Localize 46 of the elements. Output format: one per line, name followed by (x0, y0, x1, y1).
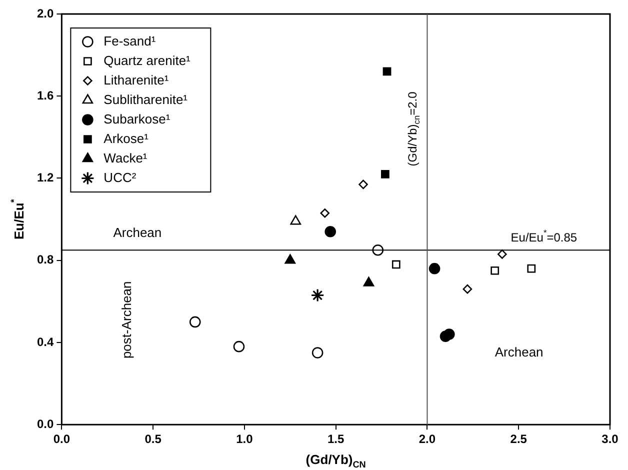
legend-label: Subarkose¹ (104, 111, 171, 126)
point (527, 264, 536, 273)
legend-label: UCC² (104, 170, 137, 185)
annotation: post-Archean (119, 281, 134, 359)
point (381, 170, 390, 178)
y-tick-label: 1.6 (36, 88, 54, 102)
legend-label: Sublitharenite¹ (104, 92, 188, 107)
point (358, 180, 368, 190)
x-tick-label: 2.0 (418, 432, 436, 446)
x-tick-label: 3.0 (602, 432, 619, 446)
annotation: Archean (494, 344, 544, 360)
x-tick-label: 2.5 (510, 432, 528, 446)
annotation: Archean (113, 225, 162, 240)
y-tick-label: 0.0 (36, 416, 54, 431)
point (392, 260, 400, 269)
x-tick-label: 1.0 (236, 432, 254, 446)
x-tick-label: 1.5 (327, 432, 345, 446)
point (233, 340, 245, 352)
point (324, 226, 336, 238)
y-axis-title: Eu/Eu* (8, 198, 26, 240)
ref-line-label: (Gd/Yb)cn=2.0 (406, 91, 422, 166)
point (310, 288, 324, 302)
legend-label: Wacke¹ (104, 150, 148, 166)
point (320, 208, 330, 218)
ref-line-label: Eu/Eu*=0.85 (510, 228, 578, 244)
point (363, 276, 374, 286)
y-tick-label: 0.4 (36, 334, 54, 349)
point (444, 328, 455, 340)
point (189, 316, 201, 328)
legend-label: Arkose¹ (104, 130, 150, 146)
point (462, 284, 472, 294)
point (428, 262, 440, 274)
point (290, 215, 302, 225)
y-tick-label: 0.8 (36, 252, 54, 267)
legend-label: Quartz arenite¹ (104, 52, 192, 68)
point (490, 266, 500, 275)
point (312, 347, 324, 358)
point (498, 250, 507, 259)
legend-label: Litharenite¹ (104, 72, 170, 88)
x-tick-label: 0.5 (144, 432, 162, 446)
point (284, 254, 296, 264)
point (382, 67, 392, 76)
y-tick-label: 2.0 (36, 6, 54, 20)
x-tick-label: 0.0 (53, 432, 70, 446)
legend-label: Fe-sand¹ (104, 33, 156, 48)
y-tick-label: 1.2 (36, 170, 54, 185)
